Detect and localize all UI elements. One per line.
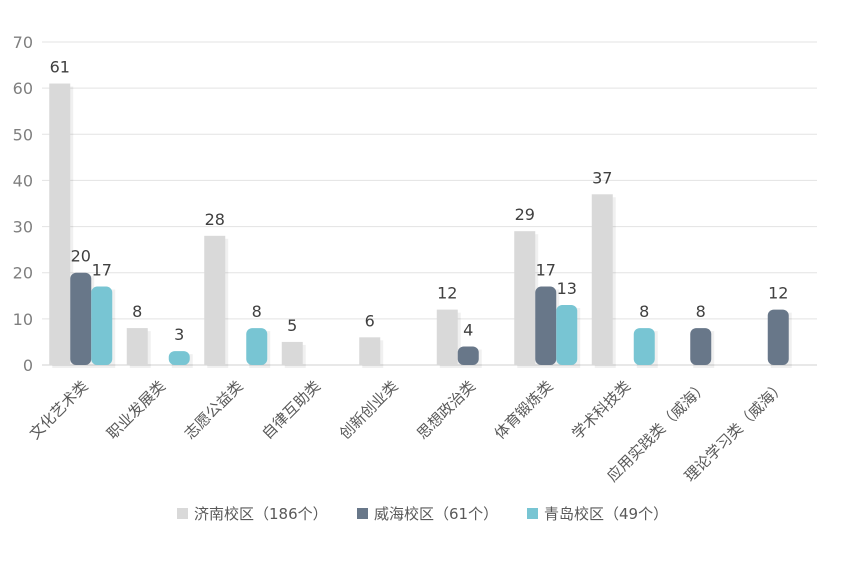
bar: [126, 328, 148, 365]
data-label: 17: [92, 261, 112, 280]
x-tick-label: 学术科技类: [568, 377, 634, 443]
bar: [436, 309, 458, 365]
x-tick-label: 体育锻炼类: [491, 377, 557, 443]
data-label: 8: [696, 302, 706, 321]
data-label: 37: [592, 168, 612, 187]
bar: [49, 83, 71, 366]
bar: [767, 309, 789, 365]
legend-swatch: [527, 508, 538, 519]
bar: [359, 337, 381, 365]
bar: [535, 286, 557, 365]
data-label: 8: [132, 302, 142, 321]
data-label: 5: [287, 316, 297, 335]
data-label: 12: [437, 284, 457, 303]
y-tick-label: 70: [13, 33, 33, 52]
data-label: 8: [252, 302, 262, 321]
y-tick-label: 10: [13, 310, 33, 329]
bar: [591, 194, 613, 365]
bar: [168, 351, 190, 365]
data-label: 28: [205, 210, 225, 229]
y-tick-label: 30: [13, 218, 33, 237]
x-tick-label: 职业发展类: [103, 377, 169, 443]
data-label: 4: [463, 321, 473, 340]
legend-swatch: [357, 508, 368, 519]
x-tick-label: 自律互助类: [258, 377, 324, 443]
data-label: 61: [50, 58, 70, 77]
data-label: 6: [365, 311, 375, 330]
data-label: 8: [639, 302, 649, 321]
x-tick-label: 志愿公益类: [181, 377, 247, 443]
y-tick-label: 40: [13, 171, 33, 190]
bar: [91, 286, 113, 365]
y-tick-label: 50: [13, 125, 33, 144]
y-tick-label: 0: [23, 356, 33, 375]
bar: [690, 328, 712, 365]
data-label: 13: [557, 279, 577, 298]
bar: [281, 341, 303, 365]
bar: [246, 328, 268, 365]
data-label: 3: [174, 325, 184, 344]
y-tick-label: 20: [13, 264, 33, 283]
legend-label: 青岛校区（49个）: [544, 505, 668, 523]
x-tick-label: 文化艺术类: [26, 377, 92, 443]
bar: [204, 235, 226, 365]
bar: [514, 231, 536, 365]
bar: [70, 272, 92, 365]
data-label: 29: [515, 205, 535, 224]
bar: [556, 305, 578, 365]
y-tick-label: 60: [13, 79, 33, 98]
legend-label: 济南校区（186个）: [194, 505, 328, 523]
legend-label: 威海校区（61个）: [374, 505, 498, 523]
x-tick-label: 创新创业类: [336, 377, 402, 443]
bar: [457, 346, 479, 365]
bar: [633, 328, 655, 365]
legend-swatch: [177, 508, 188, 519]
data-label: 12: [768, 284, 788, 303]
data-label: 20: [71, 247, 91, 266]
x-tick-label: 思想政治类: [413, 377, 479, 443]
data-label: 17: [536, 261, 556, 280]
